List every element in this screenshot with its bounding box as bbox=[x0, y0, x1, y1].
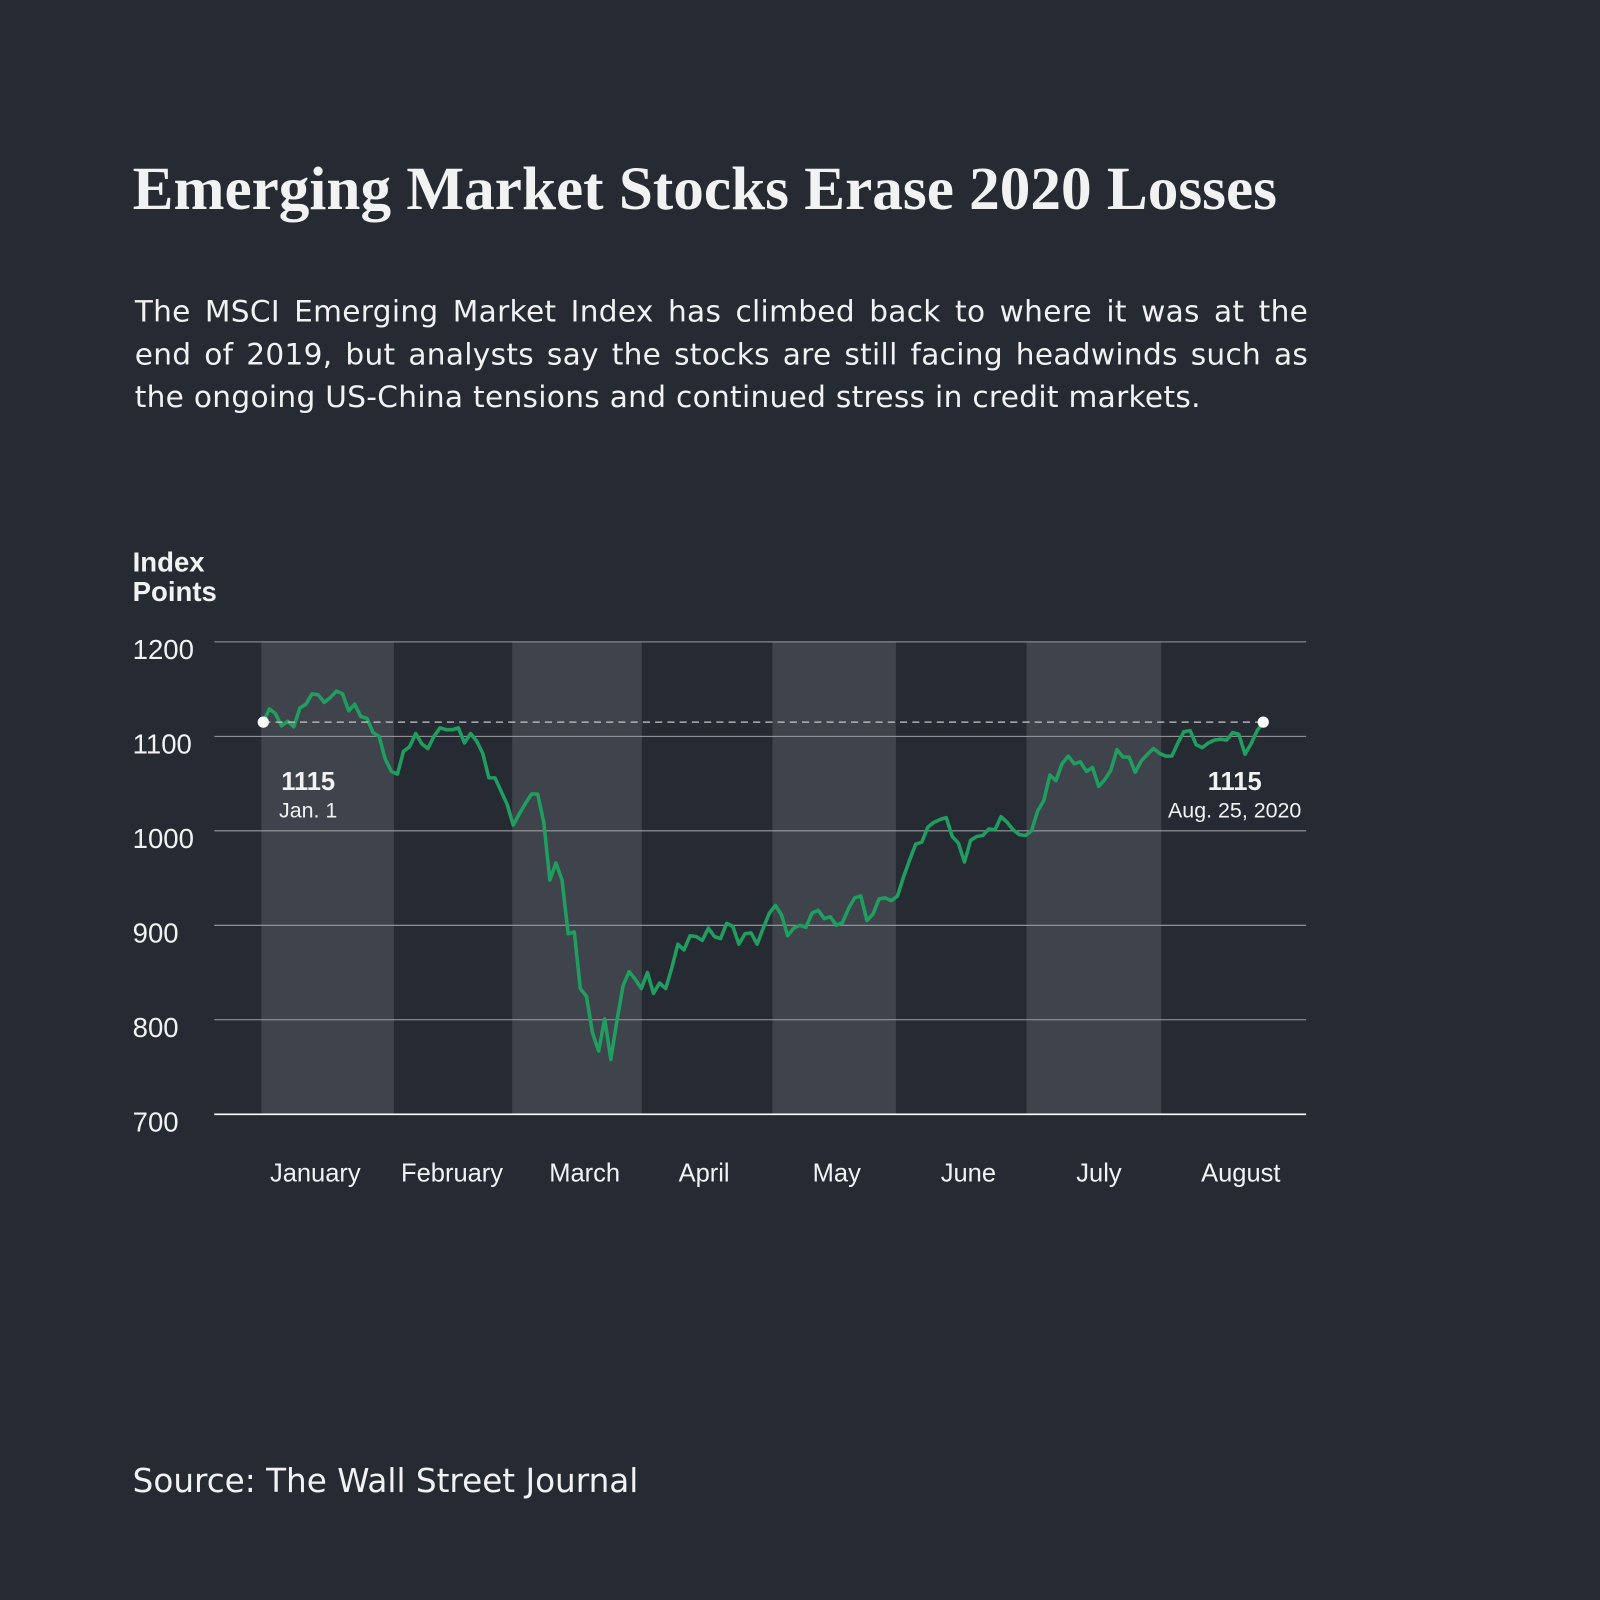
x-tick-label: July bbox=[1076, 1160, 1122, 1188]
annotation-value: 1115 bbox=[281, 768, 335, 796]
month-band bbox=[512, 641, 642, 1115]
annotation-label: Jan. 1 bbox=[279, 798, 337, 822]
y-tick-label: 700 bbox=[133, 1107, 179, 1138]
y-tick-label: 1200 bbox=[133, 634, 194, 665]
x-tick-label: June bbox=[941, 1160, 996, 1188]
subtitle-box: The MSCI Emerging Market Index has climb… bbox=[134, 293, 1309, 415]
annotation-label: Aug. 25, 2020 bbox=[1168, 798, 1301, 822]
month-band bbox=[1026, 641, 1162, 1115]
endpoint-dot bbox=[1257, 716, 1269, 728]
subtitle: The MSCI Emerging Market Index has climb… bbox=[134, 293, 1309, 415]
x-tick-label: February bbox=[401, 1160, 503, 1188]
month-band bbox=[772, 641, 896, 1115]
y-axis-label: Index bbox=[133, 546, 206, 577]
month-band bbox=[261, 641, 394, 1115]
x-tick-label: April bbox=[679, 1160, 730, 1188]
annotation-value: 1115 bbox=[1208, 768, 1262, 796]
x-tick-label: August bbox=[1201, 1160, 1280, 1188]
x-tick-label: March bbox=[549, 1160, 620, 1188]
endpoint-dot bbox=[257, 716, 269, 728]
source: Source: The Wall Street Journal bbox=[133, 1462, 639, 1500]
line-series bbox=[261, 689, 1265, 1062]
y-tick-label: 1100 bbox=[133, 729, 192, 760]
x-tick-label: January bbox=[270, 1160, 361, 1188]
y-axis-label: Points bbox=[133, 576, 217, 607]
y-tick-label: 900 bbox=[133, 918, 179, 949]
x-tick-label: May bbox=[813, 1160, 861, 1188]
chart-title: Emerging Market Stocks Erase 2020 Losses bbox=[133, 155, 1277, 223]
y-tick-label: 800 bbox=[133, 1012, 179, 1043]
y-tick-label: 1000 bbox=[133, 823, 194, 854]
